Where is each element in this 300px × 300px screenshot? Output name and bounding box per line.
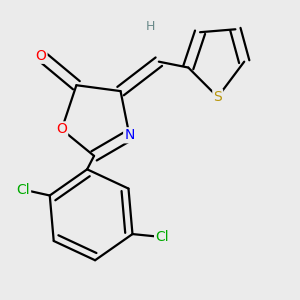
Text: Cl: Cl xyxy=(155,230,169,244)
Text: N: N xyxy=(124,128,135,142)
Text: Cl: Cl xyxy=(16,183,30,196)
Text: O: O xyxy=(36,49,46,63)
Text: S: S xyxy=(213,90,222,104)
Text: H: H xyxy=(145,20,155,33)
Text: O: O xyxy=(56,122,67,136)
